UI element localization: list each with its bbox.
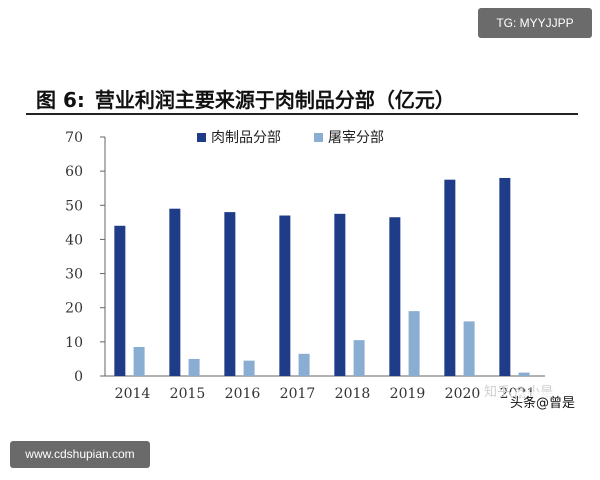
bar-meat-products xyxy=(114,225,126,376)
y-tick-label: 10 xyxy=(65,335,83,351)
bar-meat-products xyxy=(224,212,236,376)
bar-slaughter xyxy=(298,353,310,376)
y-tick-label: 50 xyxy=(65,198,83,214)
figure-title-text: 营业利润主要来源于肉制品分部（亿元） xyxy=(94,88,455,112)
site-watermark: www.cdshupian.com xyxy=(10,441,150,468)
title-divider xyxy=(26,113,578,115)
bar-meat-products xyxy=(169,208,181,376)
x-tick-label: 2017 xyxy=(280,386,316,402)
figure-title: 图 6: 营业利润主要来源于肉制品分部（亿元） xyxy=(36,84,455,113)
x-tick-label: 2018 xyxy=(335,386,371,402)
legend-label: 肉制品分部 xyxy=(211,130,281,146)
x-tick-label: 2016 xyxy=(225,386,261,402)
bar-slaughter xyxy=(133,346,145,376)
author-watermark: 头条@曾是 xyxy=(510,392,576,411)
bar-meat-products xyxy=(499,177,511,376)
bar-slaughter xyxy=(353,340,365,376)
legend: 肉制品分部 屠宰分部 xyxy=(197,130,384,146)
bar-meat-products xyxy=(279,215,291,376)
figure-number: 图 6: xyxy=(36,88,85,112)
y-tick-label: 40 xyxy=(65,232,83,248)
x-tick-label: 2020 xyxy=(445,386,481,402)
bar-slaughter xyxy=(518,372,530,376)
y-axis: 0 10 20 30 40 50 60 70 xyxy=(65,130,106,385)
y-tick-label: 20 xyxy=(65,301,83,317)
bar-slaughter xyxy=(243,360,255,376)
y-tick-label: 30 xyxy=(65,267,83,283)
bar-slaughter xyxy=(188,358,200,376)
legend-swatch-slaughter xyxy=(314,133,323,142)
tg-watermark: TG: MYYJJPP xyxy=(478,8,592,38)
y-tick-label: 0 xyxy=(74,369,83,385)
bar-meat-products xyxy=(389,217,401,376)
x-tick-label: 2019 xyxy=(390,386,426,402)
bar-meat-products xyxy=(334,213,346,376)
bar-slaughter xyxy=(463,321,475,376)
bar-slaughter xyxy=(408,311,420,376)
bar-meat-products xyxy=(444,179,456,376)
x-tick-label: 2014 xyxy=(115,386,151,402)
legend-label: 屠宰分部 xyxy=(328,130,384,146)
x-axis: 20142015201620172018201920202021 xyxy=(105,375,545,402)
y-tick-label: 60 xyxy=(65,164,83,180)
legend-swatch-meat xyxy=(197,133,206,142)
bars xyxy=(114,177,530,376)
y-tick-label: 70 xyxy=(65,130,83,146)
x-tick-label: 2015 xyxy=(170,386,206,402)
